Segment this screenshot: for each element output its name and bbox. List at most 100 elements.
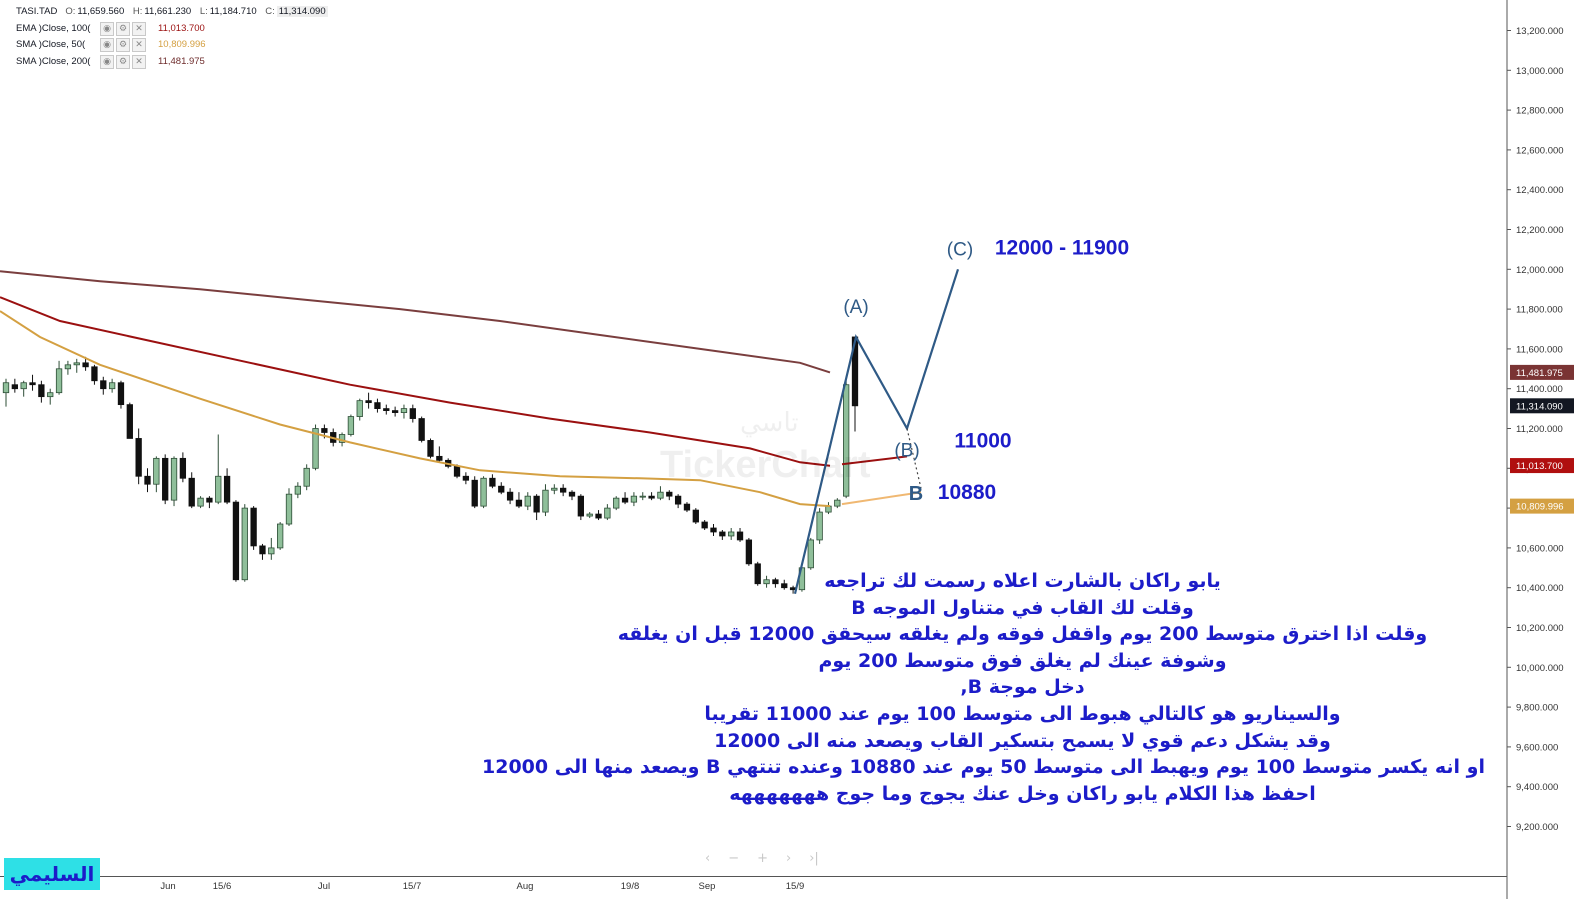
close-icon[interactable]: ✕ <box>132 21 146 36</box>
candle-body <box>781 583 788 589</box>
low-value: 11,184.710 <box>209 6 257 17</box>
time-tick-label: 15/7 <box>403 881 422 892</box>
zoom-out-icon[interactable]: − <box>728 851 740 866</box>
candle <box>719 529 726 540</box>
candle-body <box>560 487 567 493</box>
candle <box>38 380 45 403</box>
candle <box>604 504 611 521</box>
candle <box>515 492 523 509</box>
candle <box>754 561 761 586</box>
eye-icon[interactable]: ◉ <box>100 21 114 36</box>
wave-label: (C) <box>947 239 973 260</box>
candle-body <box>506 491 514 501</box>
candle-body <box>117 382 125 406</box>
ohlc-row: TASI.TAD O: 11,659.560 H: 11,661.230 L: 11,… <box>16 4 338 21</box>
candles <box>2 336 859 594</box>
candle-body <box>843 384 850 497</box>
indicator-name[interactable]: SMA )Close, 200( <box>16 55 91 67</box>
close-icon[interactable]: ✕ <box>132 54 146 69</box>
candle-body <box>64 364 72 370</box>
candle <box>807 537 814 570</box>
gear-icon[interactable]: ⚙ <box>116 21 130 36</box>
candle <box>206 496 213 509</box>
candle-body <box>542 489 549 513</box>
wave-label: (B) <box>894 440 919 461</box>
candle-body <box>170 457 178 501</box>
candle <box>621 492 629 505</box>
candle <box>436 446 443 463</box>
jump-end-icon[interactable]: ›| <box>809 851 819 866</box>
candle-body <box>807 539 814 569</box>
indicator-value: 10,809.996 <box>158 39 206 50</box>
indicator-name[interactable]: SMA )Close, 50( <box>16 39 86 50</box>
gear-icon[interactable]: ⚙ <box>116 54 130 69</box>
candle <box>630 492 638 507</box>
candle <box>144 468 151 493</box>
indicator-value: 11,481.975 <box>158 55 205 67</box>
price-tick-label: 13,000.000 <box>1516 66 1564 77</box>
candle <box>542 484 549 517</box>
author-signature: السليمي <box>4 858 100 890</box>
candle <box>347 414 355 437</box>
candle <box>47 388 54 405</box>
candle <box>223 468 231 505</box>
chevron-right-icon[interactable]: › <box>786 851 792 866</box>
candle-body <box>374 402 381 410</box>
candle-body <box>2 382 10 394</box>
candle-body <box>524 495 531 507</box>
indicator-name[interactable]: EMA )Close, 100( <box>16 22 91 34</box>
candle-body <box>409 408 416 419</box>
candle-body <box>162 457 169 501</box>
close-value: 11,314.090 <box>276 6 328 17</box>
open-value: 11,659.560 <box>77 6 125 17</box>
time-tick-label: Jun <box>160 881 175 892</box>
candle-body <box>55 368 63 394</box>
candle <box>100 376 107 395</box>
candle <box>692 508 699 525</box>
candle <box>498 482 505 495</box>
candle <box>701 520 708 530</box>
annotation-line: والسيناريو هو كالتالي هبوط الى متوسط 100… <box>704 702 1341 725</box>
candle <box>825 502 832 515</box>
annotation-line: دخل موجة B, <box>960 676 1085 699</box>
candle-body <box>639 495 646 498</box>
sma200-line <box>0 270 831 374</box>
price-tag-label: 11,314.090 <box>1516 401 1563 412</box>
analysis-annotation: يابو راكان بالشارت اعلاه رسمت لك تراجعه … <box>482 568 1485 807</box>
price-tick-label: 12,600.000 <box>1516 145 1564 156</box>
candle <box>162 454 169 505</box>
eye-icon[interactable]: ◉ <box>100 38 114 53</box>
annotation-line: يابو راكان بالشارت اعلاه رسمت لك تراجعه <box>824 570 1221 592</box>
candle <box>471 476 478 509</box>
wave-abc-line <box>793 268 960 594</box>
eye-icon[interactable]: ◉ <box>100 54 114 69</box>
candle-body <box>347 416 355 435</box>
candle <box>427 438 434 459</box>
candle-body <box>268 547 275 555</box>
close-icon[interactable]: ✕ <box>132 38 146 53</box>
candle-body <box>206 497 213 503</box>
candle <box>409 404 416 423</box>
candle-body <box>763 579 770 585</box>
zoom-in-icon[interactable]: + <box>757 851 769 866</box>
candle-body <box>834 499 841 507</box>
price-tag-label: 10,809.996 <box>1516 502 1564 513</box>
candle <box>745 537 753 566</box>
candle <box>64 360 72 375</box>
chevron-left-icon[interactable]: ‹ <box>705 851 711 866</box>
candle <box>683 502 691 513</box>
candle-body <box>683 503 691 511</box>
candle <box>391 406 399 417</box>
candle-body <box>153 457 160 485</box>
candle-body <box>47 392 54 398</box>
time-tick-label: Jul <box>318 881 330 892</box>
candle-body <box>365 400 372 404</box>
high-value: 11,661.230 <box>144 6 192 17</box>
symbol-name[interactable]: TASI.TAD <box>16 6 58 17</box>
candle-body <box>745 539 753 565</box>
candle-body <box>135 438 142 477</box>
target-label: 11000 <box>954 429 1011 452</box>
gear-icon[interactable]: ⚙ <box>116 38 130 53</box>
candle <box>639 492 646 501</box>
